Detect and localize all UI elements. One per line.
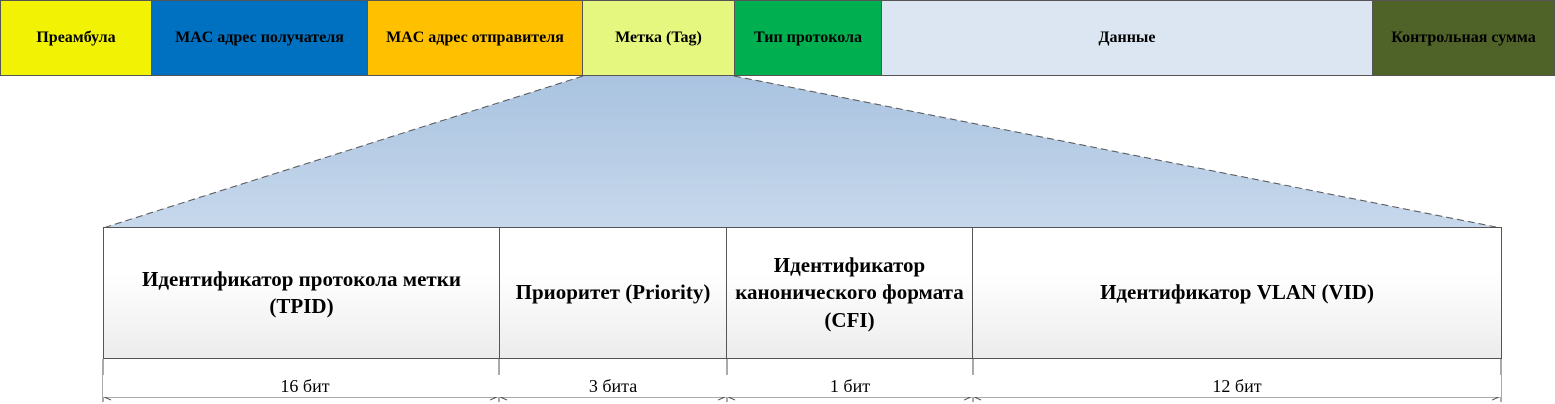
frame-field-label: MAC адрес отправителя	[386, 29, 564, 46]
frame-field-label: Метка (Tag)	[615, 29, 702, 46]
frame-field-label: MAC адрес получателя	[175, 29, 344, 46]
tag-expansion-left-edge	[102, 75, 584, 229]
tag-field-label: Идентификатор протокола метки (TPID)	[142, 266, 461, 318]
bit-label-priority: 3 бита	[499, 375, 727, 397]
frame-field-tag: Метка (Tag)	[582, 0, 735, 76]
frame-field-label: Преамбула	[36, 29, 116, 46]
frame-field-ethertype: Тип протокола	[734, 0, 882, 76]
tag-expansion-fill	[103, 76, 1501, 228]
tag-field-label: Идентификатор VLAN (VID)	[1100, 280, 1374, 305]
bit-label-cfi: 1 бит	[727, 375, 973, 397]
bit-label-tpid: 16 бит	[103, 375, 507, 397]
frame-field-data: Данные	[881, 0, 1373, 76]
bit-label-text: 1 бит	[825, 375, 875, 397]
tag-field-tpid: Идентификатор протокола метки (TPID)	[103, 227, 500, 359]
tag-field-label: Приоритет (Priority)	[515, 280, 711, 305]
frame-field-src-mac: MAC адрес отправителя	[367, 0, 583, 76]
tag-field-label: Идентификатор канонического формата (CFI…	[735, 253, 964, 332]
frame-field-label: Тип протокола	[753, 29, 863, 46]
frame-field-preamble: Преамбула	[0, 0, 152, 76]
tag-field-vid: Идентификатор VLAN (VID)	[972, 227, 1502, 359]
frame-field-label: Контрольная сумма	[1391, 29, 1536, 46]
frame-field-label: Данные	[1098, 29, 1156, 46]
bit-label-vid: 12 бит	[973, 375, 1501, 397]
tag-field-cfi: Идентификатор канонического формата (CFI…	[726, 227, 973, 359]
ethernet-frame: Преамбула MAC адрес получателя MAC адрес…	[0, 0, 1555, 76]
tag-expansion-right-edge	[733, 75, 1502, 229]
frame-field-checksum: Контрольная сумма	[1372, 0, 1555, 76]
bit-label-text: 16 бит	[276, 375, 334, 397]
frame-field-dst-mac: MAC адрес получателя	[151, 0, 368, 76]
bit-label-text: 12 бит	[1208, 375, 1266, 397]
tag-field-priority: Приоритет (Priority)	[499, 227, 727, 359]
bit-label-text: 3 бита	[584, 375, 642, 397]
